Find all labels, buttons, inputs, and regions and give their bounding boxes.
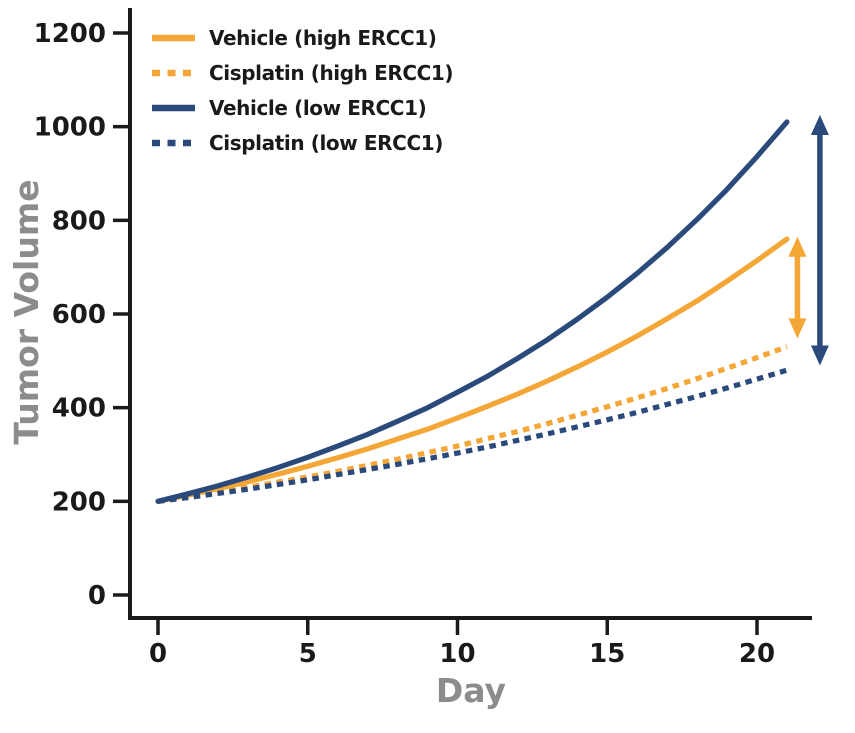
x-tick-label-5: 5 [299, 639, 317, 669]
legend-swatch-2 [152, 104, 195, 111]
legend-item-vehicle-high-ercc1: Vehicle (high ERCC1) [151, 20, 453, 55]
legend-swatch-3 [152, 139, 195, 146]
legend-label-vehicle-high-ercc1: Vehicle (high ERCC1) [209, 25, 437, 50]
legend: Vehicle (high ERCC1) Cisplatin (high ERC… [151, 20, 454, 160]
x-tick-label-0: 0 [149, 639, 167, 669]
legend-item-cisplatin-low-ercc1: Cisplatin (low ERCC1) [151, 125, 453, 160]
legend-item-cisplatin-high-ercc1: Cisplatin (high ERCC1) [151, 55, 454, 90]
y-tick-label-400: 400 [52, 394, 106, 424]
curve-vehicle-low-ercc1 [155, 119, 790, 504]
curve-cisplatin-low-ercc1 [157, 367, 788, 504]
legend-label-cisplatin-low-ercc1: Cisplatin (low ERCC1) [209, 130, 443, 155]
annotation-arrowhead-down-icon-0 [788, 318, 807, 339]
x-tick-label-15: 15 [589, 639, 625, 669]
x-tick-label-20: 20 [739, 639, 775, 669]
y-tick-label-800: 800 [52, 206, 106, 236]
annotation-arrowhead-down-icon-1 [810, 345, 829, 366]
legend-label-cisplatin-high-ercc1: Cisplatin (high ERCC1) [209, 60, 454, 85]
curve-vehicle-high-ercc1 [155, 236, 790, 504]
y-axis-title: Tumor Volume [7, 179, 46, 444]
legend-item-vehicle-low-ercc1: Vehicle (low ERCC1) [151, 90, 453, 125]
annotation-arrowhead-up-icon-0 [788, 236, 807, 257]
y-tick-label-1000: 1000 [34, 113, 106, 143]
y-tick-label-1200: 1200 [34, 19, 106, 49]
x-axis-title: Day [436, 671, 506, 710]
legend-swatch-1 [152, 69, 195, 76]
legend-swatch-0 [152, 34, 195, 41]
x-tick-label-10: 10 [439, 639, 475, 669]
annotation-arrowhead-up-icon-1 [810, 114, 829, 135]
legend-label-vehicle-low-ercc1: Vehicle (low ERCC1) [209, 95, 427, 120]
y-tick-label-0: 0 [88, 581, 106, 611]
y-tick-label-200: 200 [52, 487, 106, 517]
y-tick-label-600: 600 [52, 300, 106, 330]
axes [128, 8, 812, 620]
plot-layer: 0 200 400 600 800 1000 1200 0 5 10 15 20 [34, 8, 829, 669]
